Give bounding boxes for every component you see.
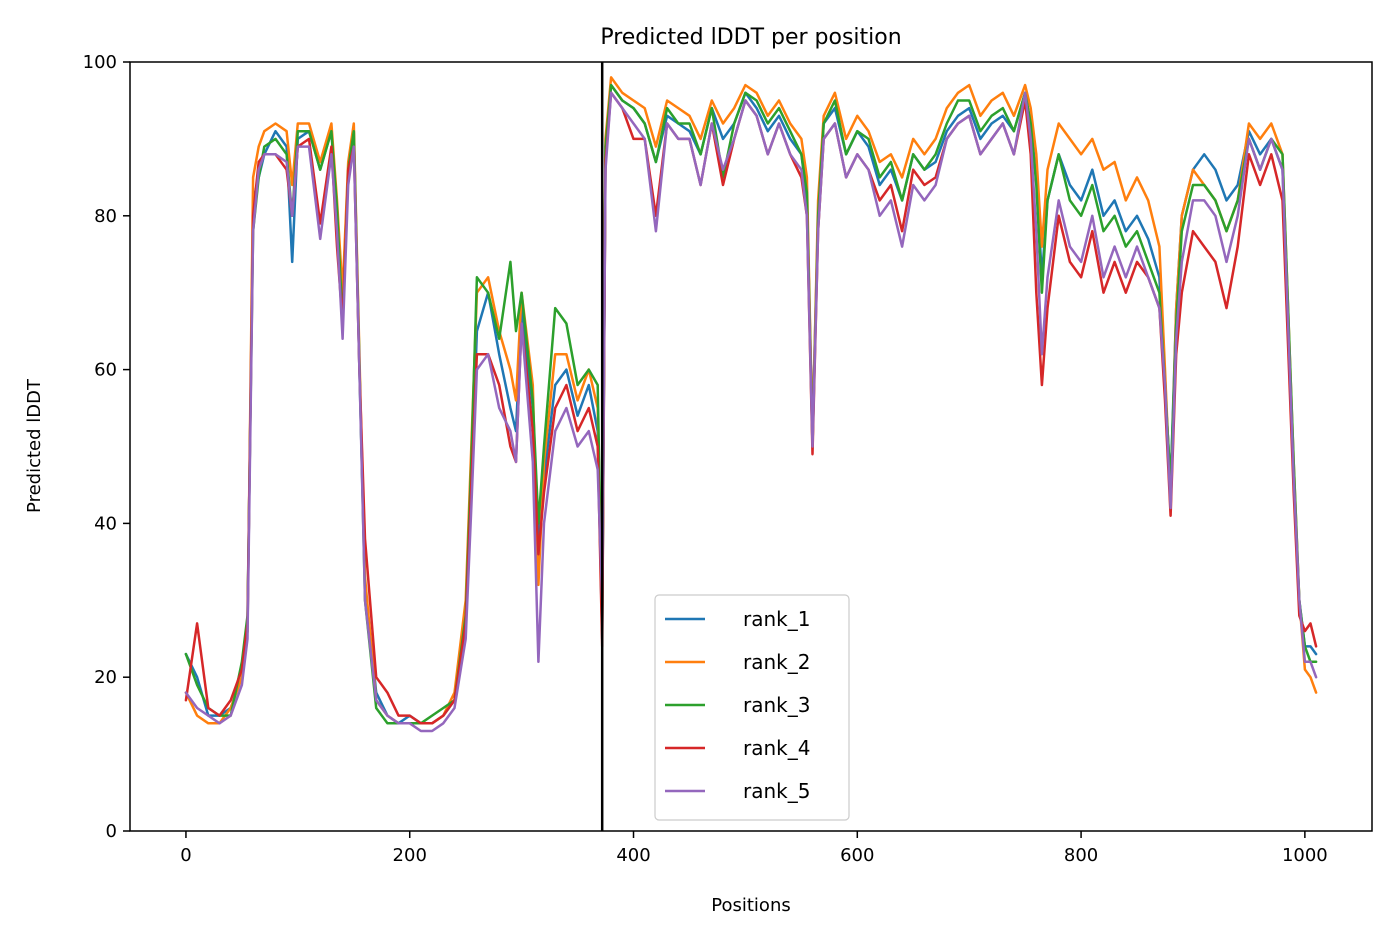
x-axis-label: Positions [711, 895, 790, 916]
legend-label-rank_2: rank_2 [743, 650, 810, 674]
y-tick-label: 60 [94, 360, 117, 381]
legend-label-rank_5: rank_5 [743, 779, 810, 803]
series-line-rank_2 [184, 76, 1318, 725]
series-line-rank_5 [184, 91, 1318, 733]
y-tick-label: 0 [106, 821, 117, 842]
series-layer [184, 76, 1318, 733]
x-tick-label: 0 [180, 845, 191, 866]
y-axis: 0 20 40 60 80 100 [83, 52, 130, 842]
x-tick-label: 800 [1064, 845, 1098, 866]
legend-label-rank_3: rank_3 [743, 693, 810, 717]
legend-box [654, 594, 850, 821]
series-line-rank_3 [184, 83, 1318, 725]
y-tick-label: 40 [94, 513, 117, 534]
x-tick-label: 1000 [1282, 845, 1328, 866]
y-tick-label: 100 [83, 52, 117, 73]
legend-label-rank_4: rank_4 [743, 736, 810, 760]
x-tick-label: 400 [616, 845, 650, 866]
chart-title: Predicted lDDT per position [600, 25, 901, 50]
x-axis: 0 200 400 600 800 1000 [180, 831, 1328, 866]
y-tick-label: 20 [94, 667, 117, 688]
x-tick-label: 200 [393, 845, 427, 866]
y-tick-label: 80 [94, 206, 117, 227]
legend: rank_1 rank_2 rank_3 rank_4 rank_5 [654, 594, 850, 821]
legend-label-rank_1: rank_1 [743, 607, 810, 631]
y-axis-label: Predicted lDDT [24, 378, 45, 513]
x-tick-label: 600 [840, 845, 874, 866]
plot-area-frame [129, 61, 1373, 832]
